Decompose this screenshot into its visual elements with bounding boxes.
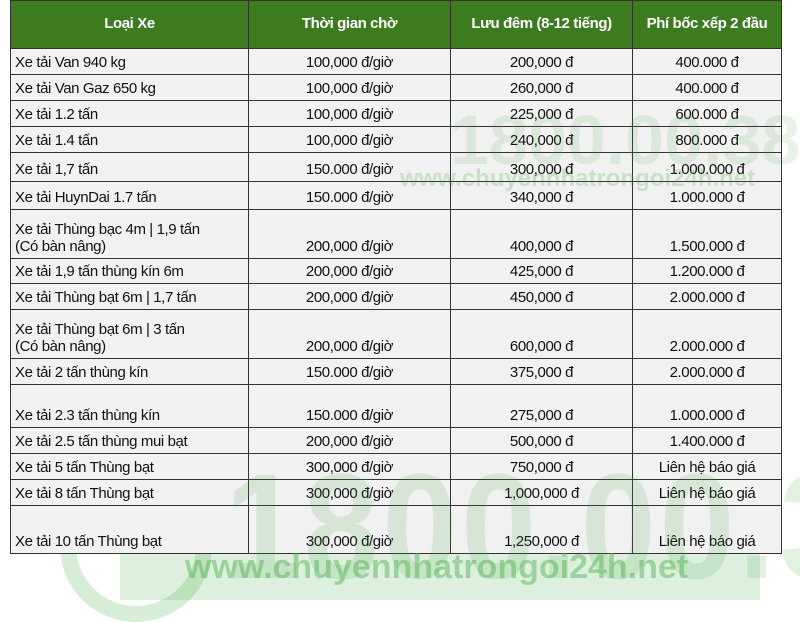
loading-fee-cell: 400.000 đ xyxy=(632,74,782,101)
vehicle-type-cell: Xe tải 1,9 tấn thùng kín 6m xyxy=(10,258,249,284)
loading-fee-cell: 1.000.000 đ xyxy=(632,152,782,182)
overnight-cell: 750,000 đ xyxy=(450,453,633,480)
overnight-cell: 340,000 đ xyxy=(450,181,633,210)
table-row: Xe tải 5 tấn Thùng bạt 300,000 đ/giờ 750,0… xyxy=(10,453,782,480)
waiting-time-cell: 150.000 đ/giờ xyxy=(248,181,451,210)
waiting-time-cell: 200,000 đ/giờ xyxy=(248,258,451,284)
overnight-cell: 1,250,000 đ xyxy=(450,505,633,554)
vehicle-type-cell: Xe tải Van 940 kg xyxy=(10,48,249,75)
overnight-cell: 240,000 đ xyxy=(450,126,633,153)
header-vehicle-type: Loại Xe xyxy=(10,0,249,49)
overnight-cell: 300,000 đ xyxy=(450,152,633,182)
table-row: Xe tải 1.4 tấn 100,000 đ/giờ 240,000 đ 800.… xyxy=(10,126,782,153)
waiting-time-cell: 300,000 đ/giờ xyxy=(248,453,451,480)
table-row: Xe tải Thùng bạt 6m | 1,7 tấn 200,000 đ/g… xyxy=(10,283,782,310)
vehicle-type-cell: Xe tải 1.4 tấn xyxy=(10,126,249,153)
overnight-cell: 600,000 đ xyxy=(450,309,633,359)
overnight-cell: 225,000 đ xyxy=(450,100,633,127)
vehicle-type-cell: Xe tải 1.2 tấn xyxy=(10,100,249,127)
vehicle-type-cell: Xe tải 8 tấn Thùng bạt xyxy=(10,479,249,506)
loading-fee-cell: 1.400.000 đ xyxy=(632,427,782,454)
table-row: Xe tải 1,7 tấn 150.000 đ/giờ 300,000 đ 1.00… xyxy=(10,152,782,182)
waiting-time-cell: 300,000 đ/giờ xyxy=(248,505,451,554)
table-row: Xe tải HuynDai 1.7 tấn 150.000 đ/giờ 340,0… xyxy=(10,181,782,210)
waiting-time-cell: 200,000 đ/giờ xyxy=(248,209,451,259)
table-row: Xe tải 2.3 tấn thùng kín 150.000 đ/giờ 275… xyxy=(10,384,782,428)
vehicle-type-cell: Xe tải 2.3 tấn thùng kín xyxy=(10,384,249,428)
overnight-cell: 425,000 đ xyxy=(450,258,633,284)
vehicle-type-cell: Xe tải HuynDai 1.7 tấn xyxy=(10,181,249,210)
loading-fee-cell: 400.000 đ xyxy=(632,48,782,75)
table-row: Xe tải 1.2 tấn 100,000 đ/giờ 225,000 đ 600.… xyxy=(10,100,782,127)
overnight-cell: 275,000 đ xyxy=(450,384,633,428)
loading-fee-cell: 2.000.000 đ xyxy=(632,358,782,385)
header-overnight: Lưu đêm (8-12 tiếng) xyxy=(450,0,633,49)
overnight-cell: 450,000 đ xyxy=(450,283,633,310)
waiting-time-cell: 100,000 đ/giờ xyxy=(248,126,451,153)
waiting-time-cell: 150.000 đ/giờ xyxy=(248,152,451,182)
vehicle-type-cell: Xe tải 2 tấn thùng kín xyxy=(10,358,249,385)
loading-fee-cell: Liên hệ báo giá xyxy=(632,453,782,480)
waiting-time-cell: 200,000 đ/giờ xyxy=(248,283,451,310)
vehicle-type-cell: Xe tải 1,7 tấn xyxy=(10,152,249,182)
vehicle-type-cell: Xe tải Thùng bạt 6m | 3 tấn (Có bàn nâng… xyxy=(10,309,249,359)
overnight-cell: 1,000,000 đ xyxy=(450,479,633,506)
overnight-cell: 375,000 đ xyxy=(450,358,633,385)
waiting-time-cell: 150.000 đ/giờ xyxy=(248,384,451,428)
vehicle-type-cell: Xe tải Van Gaz 650 kg xyxy=(10,74,249,101)
overnight-cell: 400,000 đ xyxy=(450,209,633,259)
vehicle-type-cell: Xe tải 5 tấn Thùng bạt xyxy=(10,453,249,480)
table-row: Xe tải Thùng bạt 6m | 3 tấn (Có bàn nâng… xyxy=(10,309,782,359)
table-row: Xe tải 1,9 tấn thùng kín 6m 200,000 đ/giờ… xyxy=(10,258,782,284)
overnight-cell: 260,000 đ xyxy=(450,74,633,101)
loading-fee-cell: 2.000.000 đ xyxy=(632,283,782,310)
waiting-time-cell: 200,000 đ/giờ xyxy=(248,309,451,359)
table-row: Xe tải 2 tấn thùng kín 150.000 đ/giờ 375,0… xyxy=(10,358,782,385)
vehicle-type-cell: Xe tải Thùng bạt 6m | 1,7 tấn xyxy=(10,283,249,310)
price-table: Loại Xe Thời gian chờ Lưu đêm (8-12 tiến… xyxy=(10,0,782,554)
loading-fee-cell: 1.000.000 đ xyxy=(632,384,782,428)
waiting-time-cell: 200,000 đ/giờ xyxy=(248,427,451,454)
table-row: Xe tải 10 tấn Thùng bạt 300,000 đ/giờ 1,25… xyxy=(10,505,782,554)
vehicle-type-cell: Xe tải 2.5 tấn thùng mui bạt xyxy=(10,427,249,454)
loading-fee-cell: 800.000 đ xyxy=(632,126,782,153)
loading-fee-cell: 600.000 đ xyxy=(632,100,782,127)
table-row: Xe tải 8 tấn Thùng bạt 300,000 đ/giờ 1,000… xyxy=(10,479,782,506)
loading-fee-cell: 1.000.000 đ xyxy=(632,181,782,210)
loading-fee-cell: 2.000.000 đ xyxy=(632,309,782,359)
loading-fee-cell: 1.500.000 đ xyxy=(632,209,782,259)
table-row: Xe tải Thùng bạc 4m | 1,9 tấn (Có bàn nâ… xyxy=(10,209,782,259)
waiting-time-cell: 100,000 đ/giờ xyxy=(248,74,451,101)
loading-fee-cell: 1.200.000 đ xyxy=(632,258,782,284)
header-loading-fee: Phí bốc xếp 2 đầu xyxy=(632,0,782,49)
table-row: Xe tải 2.5 tấn thùng mui bạt 200,000 đ/gi… xyxy=(10,427,782,454)
header-waiting-time: Thời gian chờ xyxy=(248,0,451,49)
overnight-cell: 500,000 đ xyxy=(450,427,633,454)
waiting-time-cell: 150.000 đ/giờ xyxy=(248,358,451,385)
waiting-time-cell: 100,000 đ/giờ xyxy=(248,100,451,127)
waiting-time-cell: 100,000 đ/giờ xyxy=(248,48,451,75)
table-row: Xe tải Van Gaz 650 kg 100,000 đ/giờ 260,00… xyxy=(10,74,782,101)
loading-fee-cell: Liên hệ báo giá xyxy=(632,479,782,506)
waiting-time-cell: 300,000 đ/giờ xyxy=(248,479,451,506)
table-header-row: Loại Xe Thời gian chờ Lưu đêm (8-12 tiến… xyxy=(10,0,782,49)
vehicle-type-cell: Xe tải 10 tấn Thùng bạt xyxy=(10,505,249,554)
overnight-cell: 200,000 đ xyxy=(450,48,633,75)
vehicle-type-cell: Xe tải Thùng bạc 4m | 1,9 tấn (Có bàn nâ… xyxy=(10,209,249,259)
loading-fee-cell: Liên hệ báo giá xyxy=(632,505,782,554)
